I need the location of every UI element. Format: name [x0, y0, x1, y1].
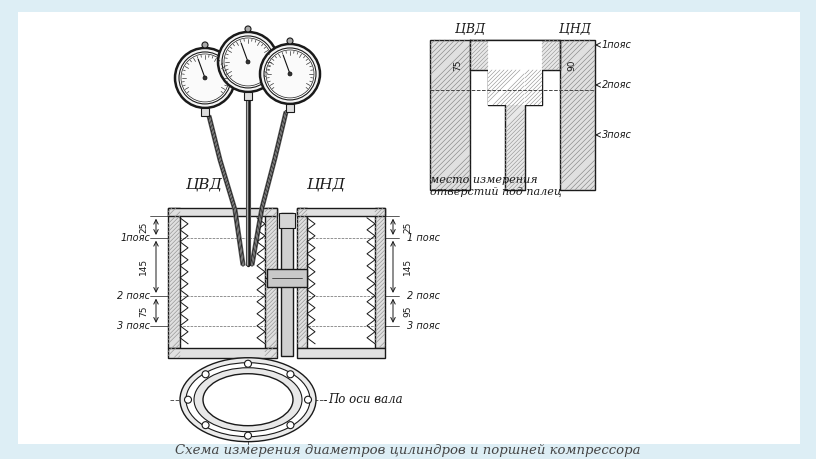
- Text: место измерения
отверстий под палец: место измерения отверстий под палец: [430, 175, 561, 196]
- Circle shape: [218, 32, 278, 92]
- Text: Схема измерения диаметров цилиндров и поршней компрессора: Схема измерения диаметров цилиндров и по…: [175, 444, 641, 457]
- Polygon shape: [470, 40, 560, 190]
- Circle shape: [184, 396, 192, 403]
- Text: 3пояс: 3пояс: [602, 130, 632, 140]
- Circle shape: [222, 36, 274, 88]
- Bar: [297, 348, 385, 358]
- Circle shape: [202, 422, 209, 429]
- Circle shape: [260, 44, 320, 104]
- Circle shape: [179, 52, 231, 104]
- Bar: [375, 208, 385, 348]
- Bar: [244, 92, 252, 100]
- Bar: [470, 40, 488, 70]
- Circle shape: [264, 48, 316, 100]
- Bar: [201, 108, 209, 116]
- Circle shape: [266, 50, 314, 98]
- Text: 75: 75: [454, 59, 463, 71]
- Bar: [168, 208, 277, 216]
- Text: 95: 95: [403, 305, 412, 317]
- Circle shape: [288, 72, 292, 76]
- Bar: [560, 40, 595, 190]
- Bar: [168, 348, 277, 358]
- Bar: [488, 40, 542, 105]
- Ellipse shape: [180, 358, 316, 442]
- Text: 2пояс: 2пояс: [602, 80, 632, 90]
- Text: ЦНД: ЦНД: [305, 178, 344, 192]
- Circle shape: [245, 26, 251, 32]
- Ellipse shape: [194, 368, 302, 431]
- Bar: [525, 70, 542, 105]
- Text: 145: 145: [139, 258, 148, 275]
- Bar: [279, 213, 295, 228]
- Bar: [265, 348, 277, 358]
- Text: 1 пояс: 1 пояс: [407, 233, 440, 243]
- Text: 2 пояс: 2 пояс: [407, 291, 440, 301]
- Ellipse shape: [186, 363, 310, 437]
- Text: 25: 25: [403, 221, 412, 233]
- Text: ЦВД: ЦВД: [455, 23, 485, 36]
- Ellipse shape: [203, 374, 293, 425]
- Bar: [168, 348, 180, 358]
- Bar: [297, 208, 385, 216]
- Bar: [375, 208, 385, 348]
- Circle shape: [202, 371, 209, 378]
- Bar: [265, 208, 277, 348]
- Circle shape: [203, 76, 207, 80]
- Text: 90: 90: [567, 59, 576, 71]
- Circle shape: [304, 396, 312, 403]
- Text: 2 пояс: 2 пояс: [117, 291, 150, 301]
- Text: 25: 25: [139, 221, 148, 233]
- Bar: [168, 208, 180, 348]
- Circle shape: [245, 360, 251, 367]
- Bar: [265, 208, 277, 348]
- Circle shape: [202, 42, 208, 48]
- Bar: [430, 40, 470, 190]
- Text: 1пояс: 1пояс: [120, 233, 150, 243]
- Text: 3 пояс: 3 пояс: [407, 321, 440, 331]
- Bar: [542, 40, 560, 70]
- Text: 145: 145: [403, 258, 412, 275]
- Circle shape: [224, 38, 272, 86]
- Bar: [297, 208, 307, 348]
- Bar: [267, 269, 307, 287]
- Text: По оси вала: По оси вала: [328, 393, 402, 406]
- Circle shape: [246, 60, 250, 64]
- Circle shape: [175, 48, 235, 108]
- Text: 1пояс: 1пояс: [602, 40, 632, 50]
- Bar: [560, 40, 595, 190]
- Bar: [168, 208, 180, 348]
- Text: ЦВД: ЦВД: [184, 178, 221, 192]
- Bar: [297, 208, 307, 348]
- Circle shape: [287, 38, 293, 44]
- Bar: [286, 104, 294, 112]
- Circle shape: [287, 371, 294, 378]
- Bar: [470, 40, 560, 80]
- Circle shape: [287, 422, 294, 429]
- Text: 3 пояс: 3 пояс: [117, 321, 150, 331]
- Bar: [488, 70, 524, 105]
- Bar: [430, 40, 470, 190]
- Bar: [281, 213, 293, 356]
- Text: ЦНД: ЦНД: [559, 23, 591, 36]
- Bar: [505, 105, 525, 190]
- Circle shape: [245, 432, 251, 439]
- Circle shape: [181, 54, 229, 102]
- Text: 75: 75: [139, 305, 148, 317]
